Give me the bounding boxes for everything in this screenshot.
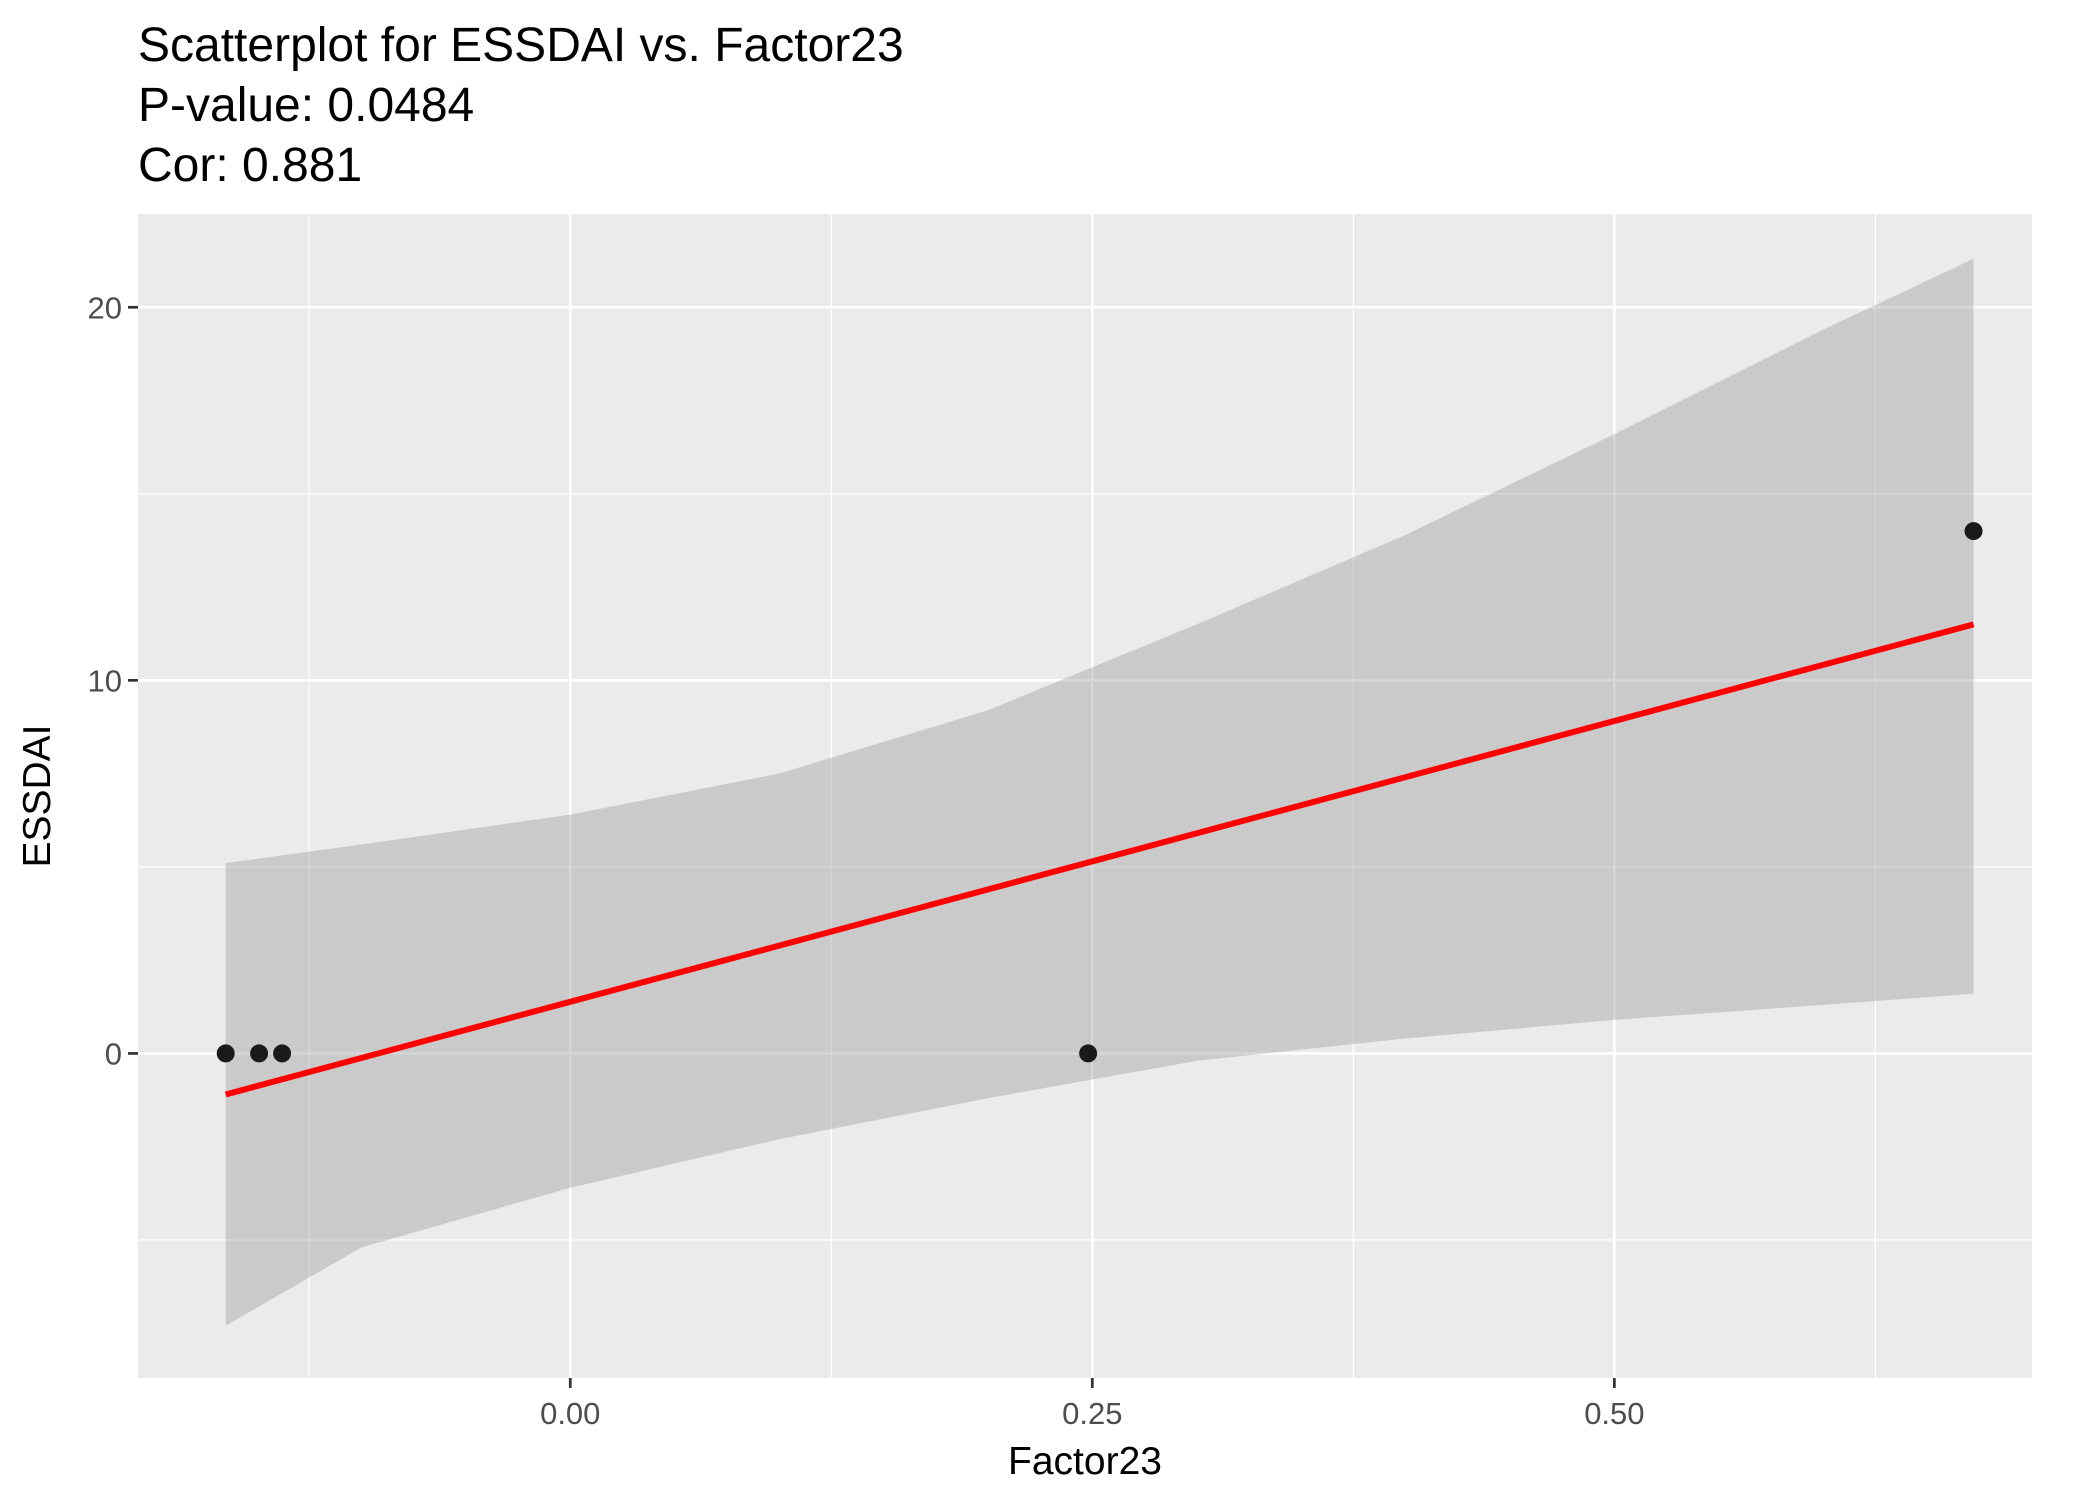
chart-subtitle-pvalue: P-value: 0.0484: [138, 79, 475, 132]
chart-title: Scatterplot for ESSDAI vs. Factor23: [138, 19, 904, 72]
major-gridlines: [138, 214, 2032, 1378]
data-point: [1964, 522, 1983, 541]
y-tick-label: 0: [105, 1036, 122, 1071]
data-point: [273, 1044, 292, 1063]
data-point: [1079, 1044, 1098, 1063]
data-point: [216, 1044, 235, 1063]
x-tick-label: 0.00: [540, 1396, 600, 1431]
y-axis: 0 10 20: [88, 290, 138, 1071]
x-tick-label: 0.50: [1584, 1396, 1644, 1431]
regression-line: [224, 621, 1975, 1098]
data-point: [250, 1044, 269, 1063]
chart-subtitle-cor: Cor: 0.881: [138, 139, 363, 192]
y-axis-title: ESSDAI: [16, 724, 59, 867]
y-tick-label: 20: [88, 290, 122, 325]
confidence-band: [225, 258, 1974, 1326]
x-tick-label: 0.25: [1062, 1396, 1122, 1431]
minor-gridlines: [138, 214, 2032, 1378]
y-tick-label: 10: [88, 663, 122, 698]
x-axis-title: Factor23: [1008, 1440, 1162, 1483]
data-points: [216, 522, 1983, 1063]
plot-panel: [138, 214, 2032, 1378]
x-axis: 0.00 0.25 0.50: [540, 1378, 1645, 1431]
